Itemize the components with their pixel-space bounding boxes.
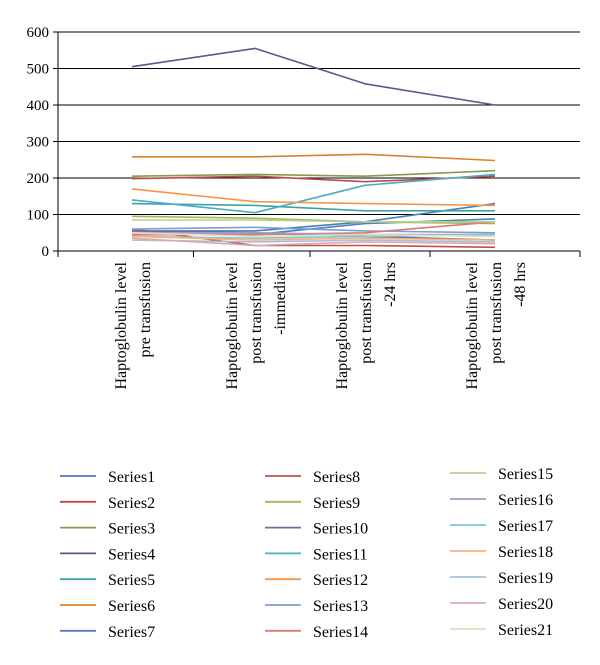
x-tick-label: post transfusion <box>358 262 375 364</box>
legend-item-6: Series6 <box>60 598 155 615</box>
legend-label: Series2 <box>108 495 155 512</box>
legend-label: Series6 <box>108 598 155 615</box>
legend-item-12: Series12 <box>265 572 368 589</box>
x-category-label-2: Haptoglobulin level post transfusion -imme… <box>224 261 289 389</box>
legend-item-21: Series21 <box>450 622 553 639</box>
x-tick-label: post transfusion <box>488 262 505 364</box>
legend-item-13: Series13 <box>265 598 368 615</box>
legend-item-3: Series3 <box>60 521 155 538</box>
legend-label: Series11 <box>313 546 368 563</box>
y-tick-label: 200 <box>27 171 50 187</box>
legend-item-8: Series8 <box>265 469 360 486</box>
legend-item-4: Series4 <box>60 546 155 563</box>
legend-label: Series9 <box>313 495 360 512</box>
legend-item-15: Series15 <box>450 466 553 483</box>
series-line-13 <box>131 226 496 234</box>
legend-item-19: Series19 <box>450 570 553 587</box>
series-line-12 <box>131 188 496 207</box>
legend-label: Series20 <box>498 596 553 613</box>
x-axis: Haptoglobulin level pre transfusion Haptog… <box>57 250 581 390</box>
legend-label: Series17 <box>498 518 553 535</box>
x-category-label-3: Haptoglobulin level post transfusion -24 h… <box>334 261 399 389</box>
legend-item-14: Series14 <box>265 624 368 641</box>
y-tick-label: 100 <box>27 208 50 224</box>
series-line-5 <box>131 202 495 212</box>
legend-item-18: Series18 <box>450 544 553 561</box>
y-tick-label: 400 <box>27 98 50 114</box>
series-line-4 <box>131 47 496 106</box>
x-tick-label: post transfusion <box>248 262 265 364</box>
legend-label: Series7 <box>108 624 155 641</box>
legend-item-7: Series7 <box>60 624 155 641</box>
series-line-9 <box>131 215 496 225</box>
legend-label: Series8 <box>313 469 360 486</box>
legend-item-16: Series16 <box>450 492 553 509</box>
legend-item-11: Series11 <box>265 546 368 563</box>
x-tick-label: pre transfusion <box>137 262 154 358</box>
legend-label: Series19 <box>498 570 553 587</box>
y-axis: 0 100 200 300 400 500 600 <box>27 25 59 260</box>
legend-label: Series3 <box>108 521 155 538</box>
series-line-11 <box>131 173 496 214</box>
series-line-6 <box>132 153 496 162</box>
legend-label: Series4 <box>108 546 155 563</box>
series-line-2 <box>131 175 496 183</box>
y-tick-label: 500 <box>27 62 50 78</box>
x-category-label-4: Haptoglobulin level post transfusion -48 h… <box>464 261 529 389</box>
x-tick-label: -immediate <box>272 262 289 335</box>
y-tick-label: 600 <box>27 25 50 41</box>
x-tick-label: -24 hrs <box>382 262 399 307</box>
legend-label: Series15 <box>498 466 553 483</box>
x-category-label-1: Haptoglobulin level pre transfusion <box>113 261 154 389</box>
legend-label: Series1 <box>108 469 155 486</box>
series-line-10 <box>131 230 496 241</box>
legend-label: Series21 <box>498 622 553 639</box>
legend-item-9: Series9 <box>265 495 360 512</box>
x-tick-label: -48 hrs <box>512 262 529 307</box>
gridlines <box>58 31 580 215</box>
series-lines <box>131 47 496 249</box>
legend-item-10: Series10 <box>265 521 368 538</box>
series-line-20 <box>131 237 496 247</box>
series-line-3 <box>131 169 496 177</box>
y-tick-label: 300 <box>27 135 50 151</box>
legend-label: Series10 <box>313 521 368 538</box>
series-line-19 <box>131 239 496 243</box>
y-tick-label: 0 <box>42 244 50 260</box>
legend-label: Series14 <box>313 624 368 641</box>
series-line-18 <box>131 235 496 241</box>
legend-label: Series5 <box>108 572 155 589</box>
series-line-15 <box>132 219 495 223</box>
legend-label: Series13 <box>313 598 368 615</box>
legend-item-17: Series17 <box>450 518 553 535</box>
x-tick-label: Haptoglobulin level <box>224 261 241 389</box>
legend-item-1: Series1 <box>60 469 155 486</box>
series-line-16 <box>132 232 495 236</box>
x-tick-label: Haptoglobulin level <box>113 261 130 389</box>
legend-item-5: Series5 <box>60 572 155 589</box>
legend-item-20: Series20 <box>450 596 553 613</box>
series-line-1 <box>132 202 496 232</box>
legend-item-2: Series2 <box>60 495 155 512</box>
x-tick-label: Haptoglobulin level <box>334 261 351 389</box>
legend: Series1 Series2 Series3 Series4 Series5 Serie… <box>60 466 553 641</box>
x-tick-label: Haptoglobulin level <box>464 261 481 389</box>
series-line-21 <box>131 232 496 238</box>
legend-label: Series16 <box>498 492 553 509</box>
legend-label: Series18 <box>498 544 553 561</box>
legend-label: Series12 <box>313 572 368 589</box>
